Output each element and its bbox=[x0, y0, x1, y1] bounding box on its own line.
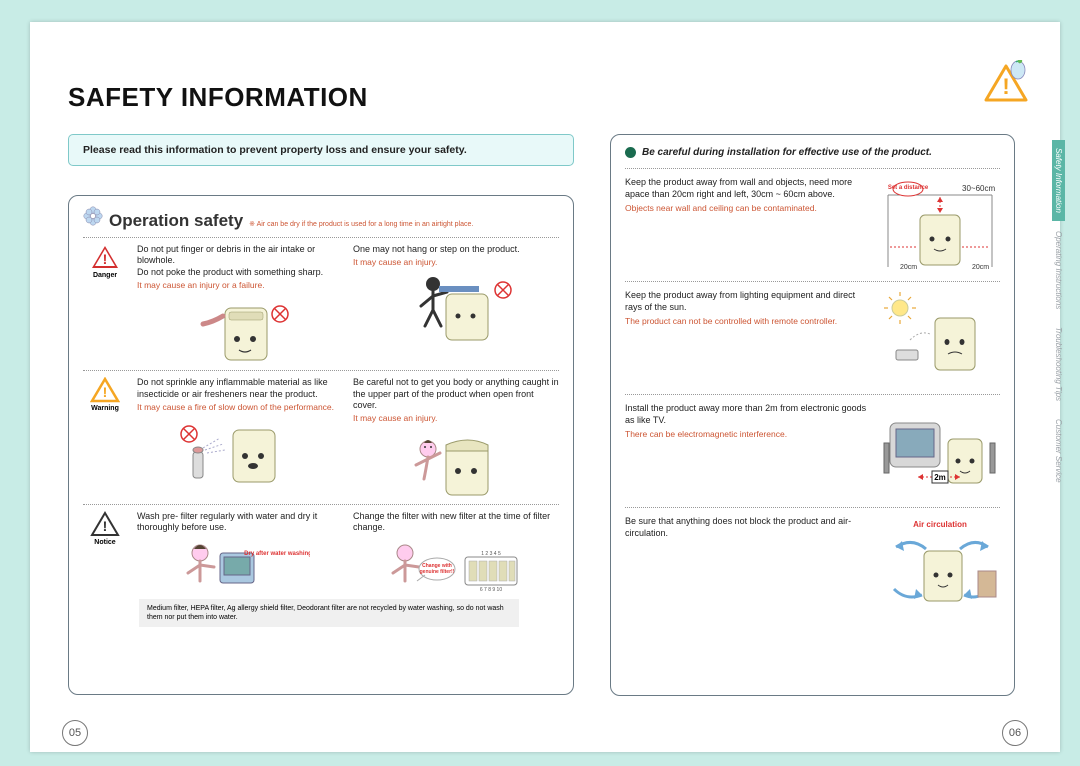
install-illus-1: Set a distance 30~60cm 20cm 20cm bbox=[880, 177, 1000, 273]
intro-note: Please read this information to prevent … bbox=[68, 134, 574, 166]
install-item-2: Keep the product away from lighting equi… bbox=[625, 281, 1000, 386]
row-warning: ! Warning Do not sprinkle any inflammabl… bbox=[83, 370, 559, 499]
air-circulation-label: Air circulation bbox=[913, 520, 967, 529]
svg-text:2m: 2m bbox=[934, 473, 946, 482]
notice-illus-2: Change with genuine filter!! 1 2 3 4 5 6… bbox=[353, 537, 559, 595]
notice-label: Notice bbox=[83, 539, 127, 546]
tab-operating[interactable]: Operating Instructions bbox=[1052, 223, 1065, 317]
notice-text-1: Wash pre- filter regularly with water an… bbox=[137, 511, 343, 534]
install-item-4: Be sure that anything does not block the… bbox=[625, 507, 1000, 612]
danger-text-1: Do not put finger or debris in the air i… bbox=[137, 244, 343, 278]
svg-text:Set a distance: Set a distance bbox=[888, 185, 929, 191]
install-text-4: Be sure that anything does not block the… bbox=[625, 516, 870, 539]
danger-illus-1 bbox=[137, 294, 343, 366]
install-warn-3: There can be electromagnetic interferenc… bbox=[625, 429, 870, 440]
flower-icon bbox=[83, 206, 103, 226]
svg-text:!: ! bbox=[103, 251, 108, 267]
svg-text:20cm: 20cm bbox=[972, 264, 989, 271]
svg-text:!: ! bbox=[1002, 74, 1009, 99]
tab-customer[interactable]: Customer Service bbox=[1052, 411, 1065, 491]
page-number-left: 05 bbox=[62, 720, 88, 746]
install-illus-4: Air circulation bbox=[880, 516, 1000, 612]
tab-safety[interactable]: Safety Information bbox=[1052, 140, 1065, 221]
svg-text:6 7 8 9 10: 6 7 8 9 10 bbox=[480, 587, 502, 593]
warning-text-1: Do not sprinkle any inflammable material… bbox=[137, 377, 343, 400]
page-number-right: 06 bbox=[1002, 720, 1028, 746]
danger-label: Danger bbox=[83, 272, 127, 279]
tab-troubleshooting[interactable]: Troubleshooting Tips bbox=[1052, 319, 1065, 409]
danger-warn-2: It may cause an injury. bbox=[353, 257, 559, 268]
section-subtitle: ※ Air can be dry if the product is used … bbox=[249, 220, 473, 228]
installation-panel: Be careful during installation for effec… bbox=[610, 134, 1015, 696]
row-danger: ! Danger Do not put finger or debris in … bbox=[83, 237, 559, 366]
warning-illus-1 bbox=[137, 417, 343, 489]
install-item-3: Install the product away more than 2m fr… bbox=[625, 394, 1000, 499]
install-item-1: Keep the product away from wall and obje… bbox=[625, 168, 1000, 273]
svg-text:Dry after water washing: Dry after water washing bbox=[244, 551, 310, 557]
install-illus-3: 2m bbox=[880, 403, 1000, 499]
warning-warn-2: It may cause an injury. bbox=[353, 413, 559, 424]
danger-illus-2 bbox=[353, 272, 559, 344]
install-text-1: Keep the product away from wall and obje… bbox=[625, 177, 870, 200]
install-warn-2: The product can not be controlled with r… bbox=[625, 316, 870, 327]
notice-text-2: Change the filter with new filter at the… bbox=[353, 511, 559, 534]
bullet-icon bbox=[625, 147, 636, 158]
svg-text:1 2 3 4 5: 1 2 3 4 5 bbox=[481, 551, 501, 557]
corner-warning-icon: ! bbox=[982, 60, 1030, 108]
warning-label: Warning bbox=[83, 405, 127, 412]
svg-text:genuine filter!!: genuine filter!! bbox=[420, 569, 455, 575]
filter-note: Medium filter, HEPA filter, Ag allergy s… bbox=[139, 599, 519, 627]
side-tabs: Safety Information Operating Instruction… bbox=[1052, 140, 1068, 493]
page-title: SAFETY INFORMATION bbox=[68, 82, 368, 113]
danger-icon: ! bbox=[90, 244, 120, 270]
danger-text-2: One may not hang or step on the product. bbox=[353, 244, 559, 255]
install-warn-1: Objects near wall and ceiling can be con… bbox=[625, 203, 870, 214]
operation-safety-panel: Operation safety ※ Air can be dry if the… bbox=[68, 195, 574, 695]
right-heading: Be careful during installation for effec… bbox=[642, 147, 932, 158]
danger-warn-1: It may cause an injury or a failure. bbox=[137, 280, 343, 291]
warning-illus-2 bbox=[353, 428, 559, 500]
warning-icon: ! bbox=[90, 377, 120, 403]
section-title: Operation safety bbox=[109, 211, 243, 231]
row-notice: ! Notice Wash pre- filter regularly with… bbox=[83, 504, 559, 596]
svg-text:!: ! bbox=[103, 384, 108, 400]
svg-text:!: ! bbox=[103, 518, 108, 534]
notice-illus-1: Dry after water washing bbox=[137, 537, 343, 595]
install-text-3: Install the product away more than 2m fr… bbox=[625, 403, 870, 426]
svg-text:20cm: 20cm bbox=[900, 264, 917, 271]
install-illus-2 bbox=[880, 290, 1000, 386]
warning-text-2: Be careful not to get you body or anythi… bbox=[353, 377, 559, 411]
notice-icon: ! bbox=[90, 511, 120, 537]
svg-text:30~60cm: 30~60cm bbox=[962, 184, 995, 193]
warning-warn-1: It may cause a fire of slow down of the … bbox=[137, 402, 343, 413]
install-text-2: Keep the product away from lighting equi… bbox=[625, 290, 870, 313]
